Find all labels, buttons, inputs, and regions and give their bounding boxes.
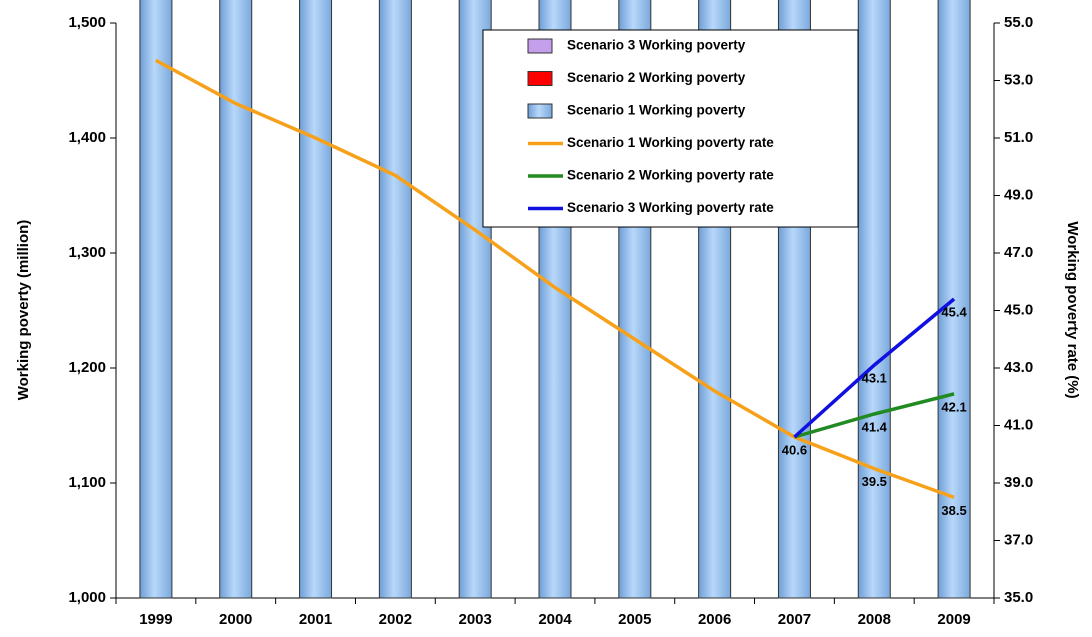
x-tick-label: 1999	[139, 611, 172, 628]
y2-tick-label: 49.0	[1004, 186, 1033, 203]
y2-tick-label: 43.0	[1004, 359, 1033, 376]
y-tick-label: 1,300	[68, 244, 106, 261]
y2-tick-label: 53.0	[1004, 71, 1033, 88]
legend-label: Scenario 1 Working poverty rate	[567, 135, 774, 150]
line	[155, 58, 955, 500]
y2-tick-label: 47.0	[1004, 244, 1033, 261]
x-tick-label: 2005	[618, 611, 651, 628]
y-axis-label: Working poverty (million)	[15, 220, 32, 401]
data-label: 41.4	[862, 419, 888, 434]
y2-tick-label: 39.0	[1004, 474, 1033, 491]
y2-tick-label: 55.0	[1004, 14, 1033, 31]
y2-tick-label: 41.0	[1004, 416, 1033, 433]
legend-label: Scenario 3 Working poverty	[567, 38, 746, 53]
legend-box	[482, 29, 859, 228]
y-tick-label: 1,400	[68, 129, 106, 146]
y-tick-label: 1,100	[68, 474, 106, 491]
y-tick-label: 1,000	[68, 589, 106, 606]
y2-tick-label: 51.0	[1004, 129, 1033, 146]
x-tick-label: 2001	[299, 611, 332, 628]
line	[793, 392, 955, 439]
x-tick-label: 2004	[538, 611, 572, 628]
y-tick-label: 1,500	[68, 14, 106, 31]
y2-tick-label: 37.0	[1004, 531, 1033, 548]
data-label: 43.1	[862, 371, 887, 386]
bar	[219, 0, 253, 599]
data-label: 40.6	[782, 442, 807, 457]
legend-label: Scenario 3 Working poverty rate	[567, 200, 774, 215]
x-tick-label: 2007	[778, 611, 811, 628]
x-tick-label: 2000	[219, 611, 252, 628]
bar	[857, 0, 891, 599]
data-label: 38.5	[941, 503, 966, 518]
legend-swatch	[527, 71, 553, 86]
x-tick-label: 2002	[379, 611, 412, 628]
legend-swatch	[527, 38, 553, 54]
data-label: 42.1	[941, 399, 966, 414]
y2-axis-label: Working poverty rate (%)	[1064, 221, 1081, 398]
x-tick-label: 2008	[858, 611, 891, 628]
legend-label: Scenario 2 Working poverty rate	[567, 168, 774, 183]
x-tick-label: 2003	[458, 611, 491, 628]
line	[793, 297, 956, 439]
x-tick-label: 2006	[698, 611, 731, 628]
y-tick-label: 1,200	[68, 359, 106, 376]
y2-tick-label: 35.0	[1004, 589, 1033, 606]
x-tick-label: 2009	[937, 611, 970, 628]
data-label: 45.4	[941, 304, 967, 319]
legend-label: Scenario 2 Working poverty	[567, 70, 746, 85]
bar	[139, 0, 173, 599]
legend-label: Scenario 1 Working poverty	[567, 103, 746, 118]
y2-tick-label: 45.0	[1004, 301, 1033, 318]
bar	[299, 0, 333, 599]
bar	[378, 0, 412, 599]
data-label: 39.5	[862, 474, 887, 489]
legend-swatch	[527, 103, 553, 119]
